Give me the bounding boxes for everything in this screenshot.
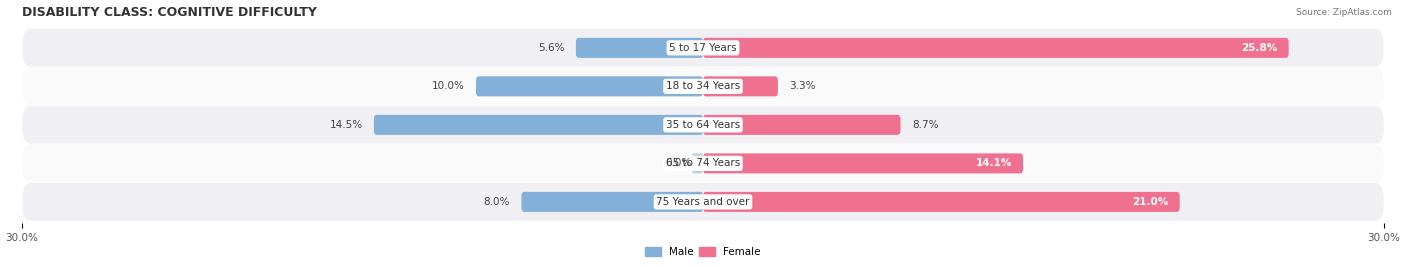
FancyBboxPatch shape [703,76,778,96]
Text: 3.3%: 3.3% [789,81,815,91]
FancyBboxPatch shape [374,115,703,135]
FancyBboxPatch shape [22,67,1384,106]
Text: 14.5%: 14.5% [329,120,363,130]
FancyBboxPatch shape [22,183,1384,221]
Text: 75 Years and over: 75 Years and over [657,197,749,207]
Text: 0.0%: 0.0% [665,158,692,168]
FancyBboxPatch shape [22,144,1384,183]
FancyBboxPatch shape [703,192,1180,212]
Text: 5 to 17 Years: 5 to 17 Years [669,43,737,53]
FancyBboxPatch shape [703,153,1024,174]
Text: 10.0%: 10.0% [432,81,464,91]
Text: DISABILITY CLASS: COGNITIVE DIFFICULTY: DISABILITY CLASS: COGNITIVE DIFFICULTY [22,6,316,19]
Text: 14.1%: 14.1% [976,158,1012,168]
Text: 65 to 74 Years: 65 to 74 Years [666,158,740,168]
Text: Source: ZipAtlas.com: Source: ZipAtlas.com [1296,8,1392,17]
Text: 8.0%: 8.0% [484,197,510,207]
Text: 5.6%: 5.6% [538,43,565,53]
FancyBboxPatch shape [22,106,1384,144]
Legend: Male, Female: Male, Female [641,243,765,261]
Text: 21.0%: 21.0% [1132,197,1168,207]
Text: 18 to 34 Years: 18 to 34 Years [666,81,740,91]
Text: 8.7%: 8.7% [912,120,938,130]
FancyBboxPatch shape [477,76,703,96]
FancyBboxPatch shape [703,115,900,135]
FancyBboxPatch shape [522,192,703,212]
FancyBboxPatch shape [576,38,703,58]
Text: 25.8%: 25.8% [1241,43,1277,53]
FancyBboxPatch shape [22,29,1384,67]
FancyBboxPatch shape [692,153,703,174]
FancyBboxPatch shape [703,38,1289,58]
Text: 35 to 64 Years: 35 to 64 Years [666,120,740,130]
